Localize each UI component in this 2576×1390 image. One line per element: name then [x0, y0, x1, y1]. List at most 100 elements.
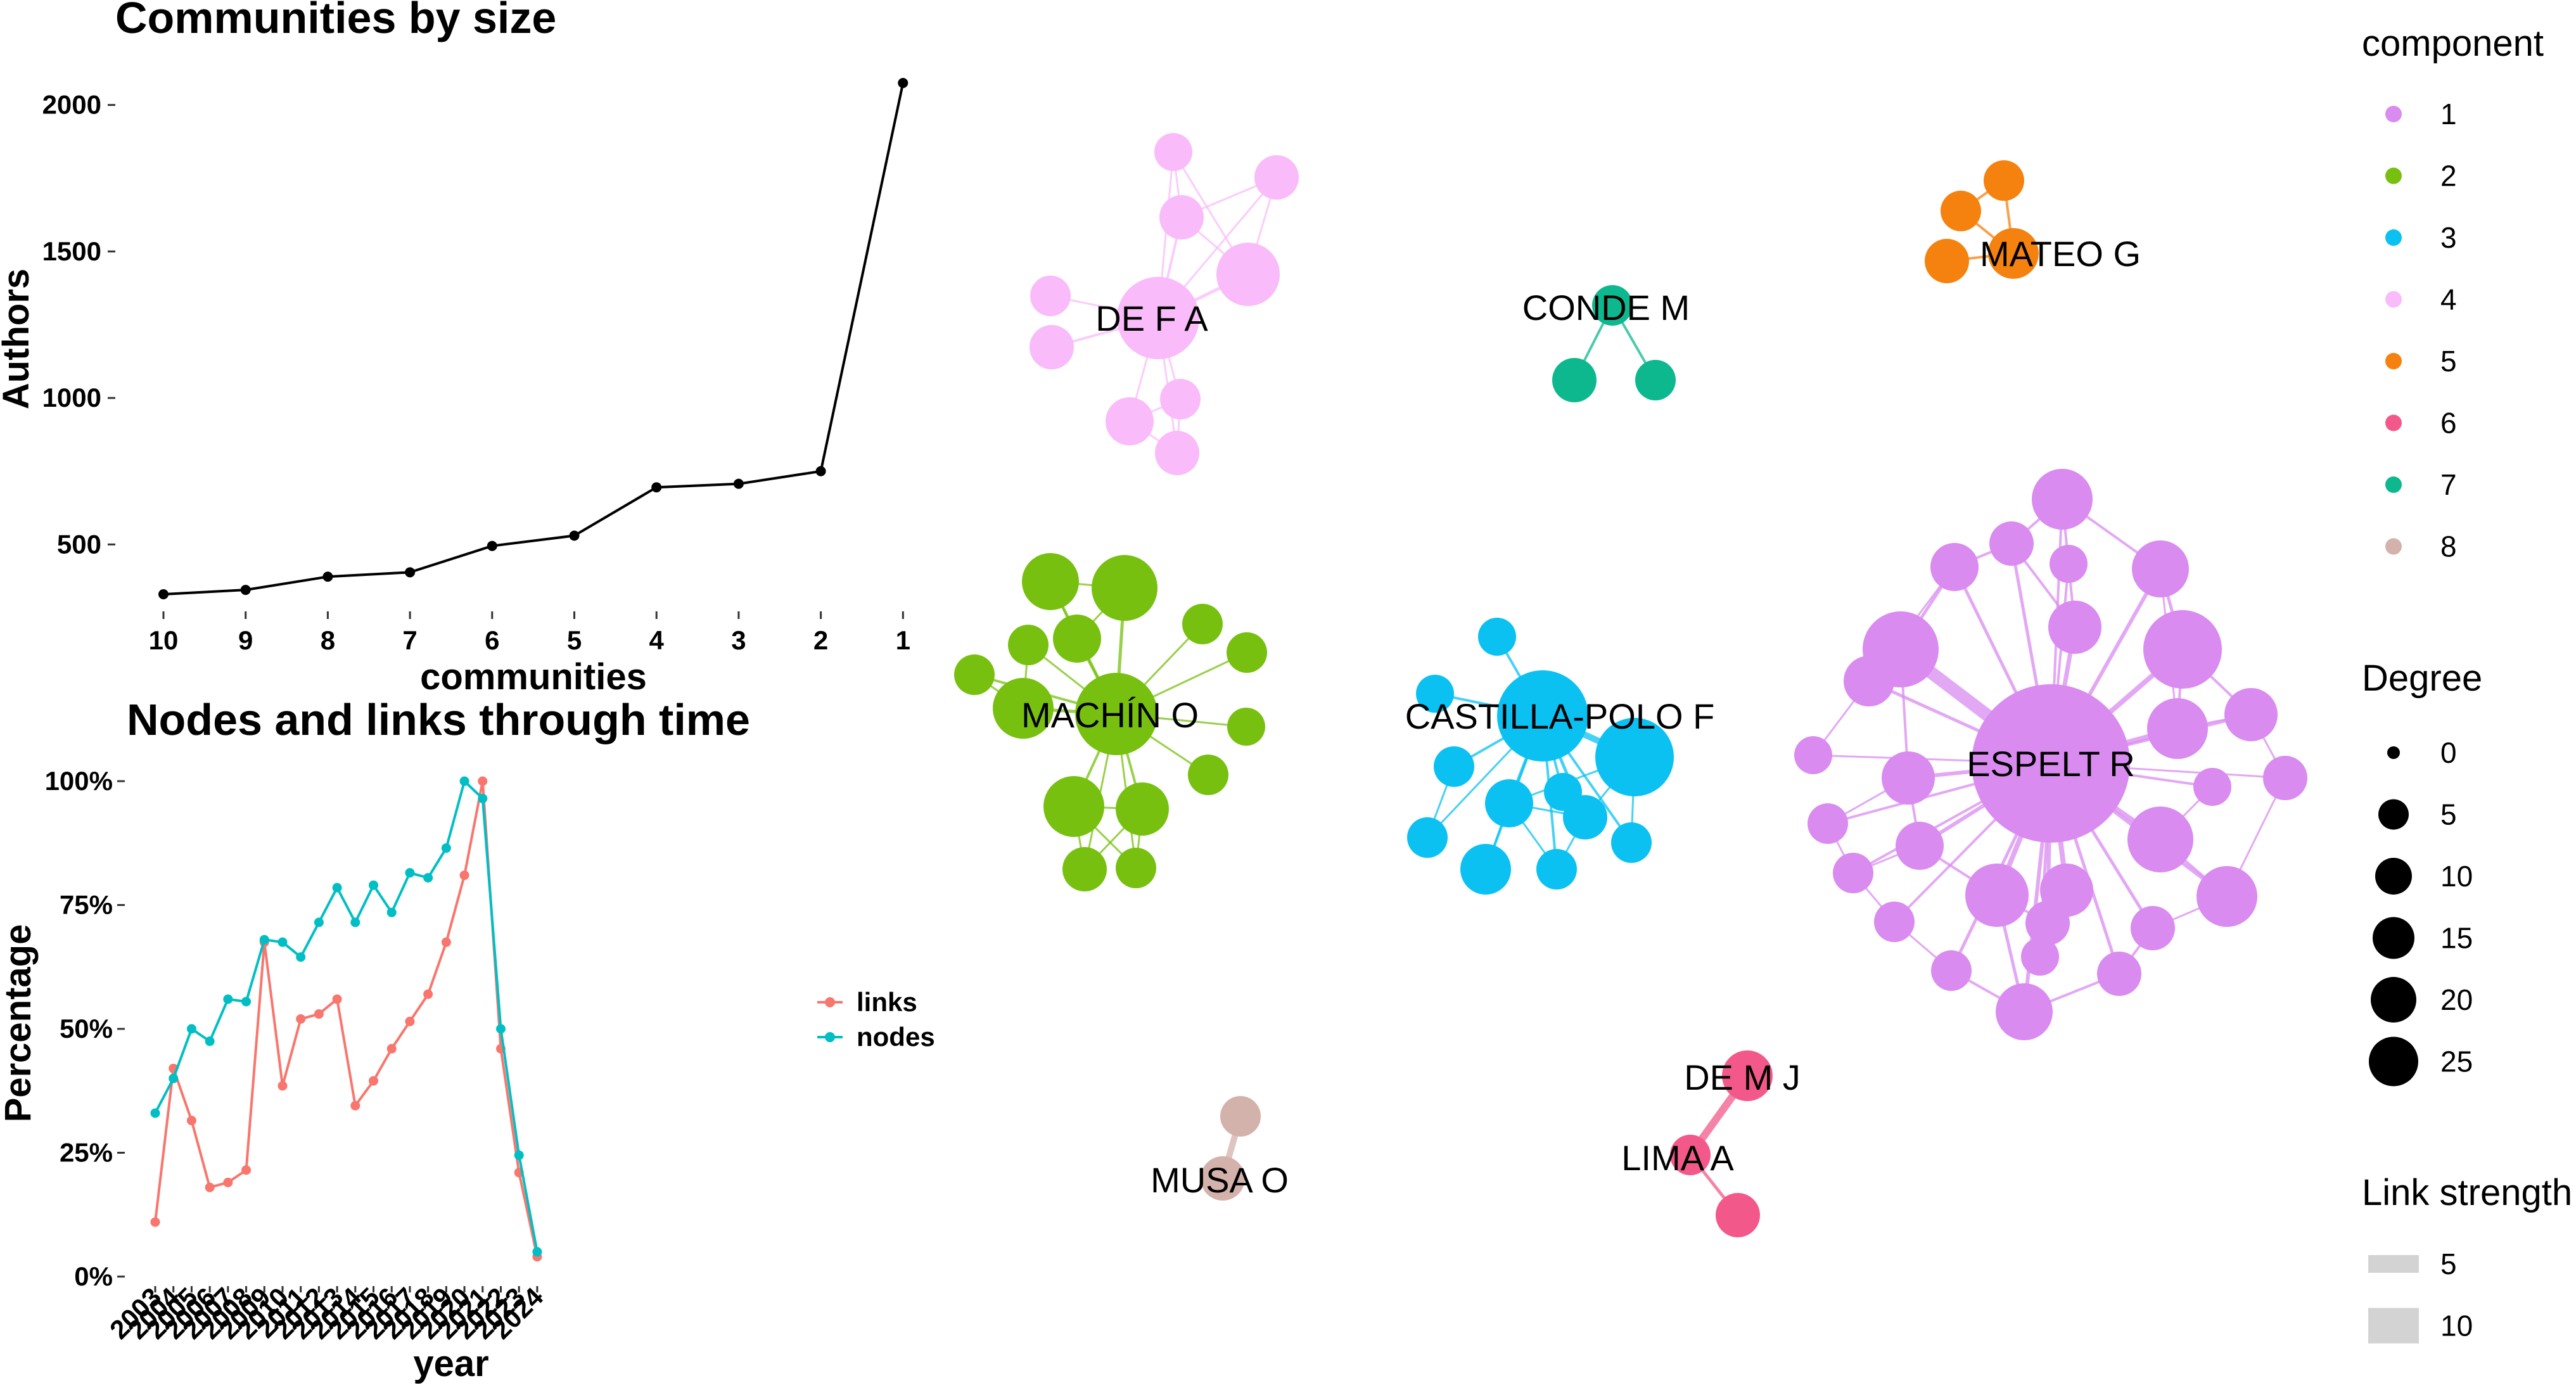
timeline-point-nodes: [186, 1024, 196, 1034]
communities-x-tick-label: 4: [649, 625, 665, 655]
timeline-point-nodes: [241, 997, 252, 1007]
degree-legend-key: [2378, 799, 2409, 830]
network-node: [1254, 155, 1299, 200]
communities-x-tick-label: 9: [238, 625, 253, 655]
timeline-point-links: [478, 776, 488, 786]
network-node: [1670, 1135, 1711, 1175]
network-node: [1882, 751, 1935, 805]
timeline-legend: links nodes: [817, 987, 935, 1052]
network-node: [1407, 817, 1448, 858]
communities-x-tick-label: 1: [896, 625, 910, 655]
timeline-point-links: [423, 989, 433, 999]
network-node: [1592, 285, 1633, 326]
network-node: [1216, 243, 1280, 306]
degree-legend-key: [2375, 858, 2412, 895]
network-node: [2143, 610, 2222, 689]
component-legend-key-4: [2385, 291, 2402, 308]
timeline-line-nodes: [154, 779, 539, 1253]
communities-chart: Communities by size Authors communities …: [0, 0, 910, 698]
network-node: [1972, 684, 2130, 843]
timeline-y-tick-label: 0%: [74, 1261, 113, 1291]
network-node: [2147, 698, 2208, 759]
node-label-castilla: CASTILLA-POLO F: [1405, 696, 1715, 736]
network-node: [1930, 543, 1979, 591]
link-strength-legend-label: 10: [2440, 1310, 2473, 1342]
network-node: [1030, 276, 1071, 316]
timeline-y-tick-label: 50%: [60, 1014, 113, 1043]
network-node: [1965, 864, 2029, 927]
component-legend-label-2: 2: [2440, 160, 2457, 193]
degree-legend-key: [2371, 977, 2416, 1023]
degree-legend-title: Degree: [2362, 658, 2482, 699]
network-node: [1220, 1096, 1261, 1137]
node-label-lima: LIMA A: [1621, 1138, 1734, 1178]
network-node: [1227, 708, 1265, 746]
network-node: [954, 654, 995, 695]
network-node: [2048, 601, 2101, 654]
network-node: [2263, 756, 2307, 800]
timeline-point-nodes: [205, 1036, 215, 1047]
timeline-point-links: [186, 1116, 196, 1126]
node-label-conde: CONDE M: [1522, 288, 1690, 328]
degree-legend-label: 15: [2440, 922, 2473, 955]
component-legend-label-6: 6: [2440, 407, 2457, 440]
timeline-point-links: [223, 1177, 233, 1187]
timeline-legend-label-links: links: [857, 987, 917, 1017]
network-node: [1227, 632, 1267, 673]
component-legend-label-1: 1: [2440, 98, 2457, 131]
communities-point: [322, 571, 333, 582]
timeline-point-nodes: [369, 880, 379, 890]
network-node: [1722, 1050, 1773, 1101]
timeline-point-links: [277, 1081, 288, 1091]
communities-point: [733, 478, 744, 489]
node-label-musa: MUSA O: [1151, 1160, 1289, 1200]
node-label-espelt: ESPELT R: [1967, 744, 2135, 784]
network-node: [1896, 822, 1944, 870]
network-node: [1485, 779, 1533, 827]
network-node: [1611, 822, 1652, 863]
timeline-point-links: [314, 1009, 324, 1019]
communities-point: [569, 530, 580, 541]
timeline-point-nodes: [478, 793, 488, 803]
component-legend-key-7: [2385, 476, 2402, 493]
network-node: [1996, 983, 2053, 1040]
communities-x-axis-title: communities: [420, 656, 647, 698]
network-nodes: [954, 133, 2307, 1237]
node-label-demj: DE M J: [1684, 1057, 1801, 1097]
network-node: [1635, 360, 1676, 400]
timeline-y-tick-label: 25%: [60, 1138, 113, 1168]
component-legend-label-4: 4: [2440, 283, 2457, 316]
communities-point: [898, 78, 909, 88]
timeline-legend-dot-links: [825, 997, 835, 1007]
communities-point: [651, 482, 662, 493]
timeline-point-nodes: [459, 776, 469, 786]
network-node: [1478, 618, 1516, 656]
timeline-point-nodes: [350, 917, 360, 928]
network-node: [1833, 853, 1873, 893]
network-node: [1941, 191, 1981, 231]
degree-legend-label: 25: [2440, 1045, 2473, 1078]
network-node: [1201, 1156, 1245, 1201]
network-node: [1874, 902, 1915, 942]
network-node: [2025, 901, 2070, 945]
communities-point: [158, 589, 169, 599]
communities-y-tick-label: 1000: [42, 383, 101, 412]
network-node: [1116, 848, 1156, 888]
timeline-point-nodes: [514, 1150, 524, 1160]
network-node: [2021, 938, 2059, 976]
communities-point: [405, 567, 416, 578]
network-node: [1154, 133, 1192, 171]
communities-x-tick-label: 2: [813, 625, 828, 655]
link-strength-legend-label: 5: [2440, 1247, 2457, 1280]
communities-y-axis-title: Authors: [0, 269, 37, 409]
network-node: [1160, 379, 1201, 419]
timeline-y-axis-title: Percentage: [0, 924, 39, 1123]
communities-y-tick-label: 1500: [42, 236, 101, 266]
component-legend-key-1: [2385, 106, 2402, 122]
degree-legend-key: [2387, 746, 2400, 759]
link-strength-legend-title: Link strength: [2362, 1172, 2572, 1213]
timeline-point-nodes: [441, 843, 451, 853]
component-legend: 1 2 3 4 5 6 7 8: [2385, 98, 2457, 563]
